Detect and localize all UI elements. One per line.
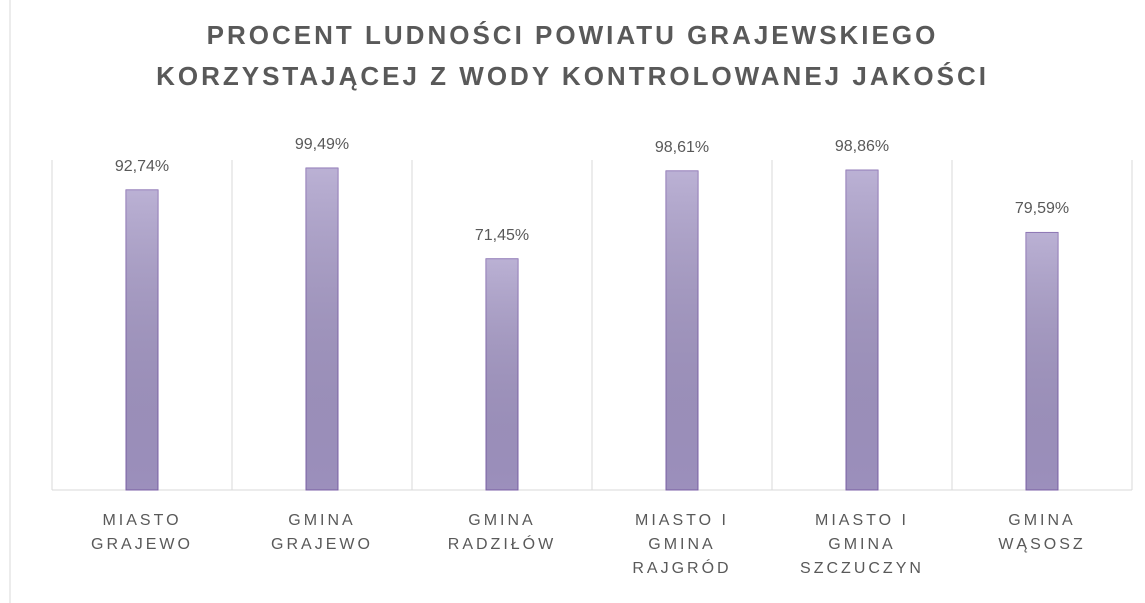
data-label: 92,74% bbox=[114, 157, 170, 175]
bar-shade bbox=[666, 170, 698, 490]
bar-shade bbox=[306, 168, 338, 490]
data-label: 98,61% bbox=[654, 138, 710, 156]
data-label: 98,86% bbox=[834, 138, 890, 156]
x-tick-label: MIASTO I GMINA RAJGRÓD bbox=[632, 512, 732, 577]
bar-shade bbox=[486, 258, 518, 490]
x-tick-label: GMINA WĄSOSZ bbox=[998, 512, 1086, 553]
bar-shade bbox=[846, 170, 878, 490]
x-tick-label: GMINA GRAJEWO bbox=[271, 512, 373, 553]
data-label: 99,49% bbox=[294, 136, 350, 154]
x-tick-label: GMINA RADZIŁÓW bbox=[447, 512, 557, 553]
data-label: 71,45% bbox=[474, 226, 530, 244]
x-tick-label: MIASTO GRAJEWO bbox=[91, 512, 193, 553]
bar-shade bbox=[126, 189, 158, 490]
chart-title: PROCENT LUDNOŚCI POWIATU GRAJEWSKIEGO bbox=[206, 20, 939, 50]
x-tick-label: MIASTO I GMINA SZCZUCZYN bbox=[800, 512, 924, 577]
chart-title: KORZYSTAJĄCEJ Z WODY KONTROLOWANEJ JAKOŚ… bbox=[156, 61, 989, 91]
data-label: 79,59% bbox=[1014, 200, 1070, 218]
chart-border bbox=[9, 0, 11, 603]
bar-shade bbox=[1026, 232, 1058, 490]
